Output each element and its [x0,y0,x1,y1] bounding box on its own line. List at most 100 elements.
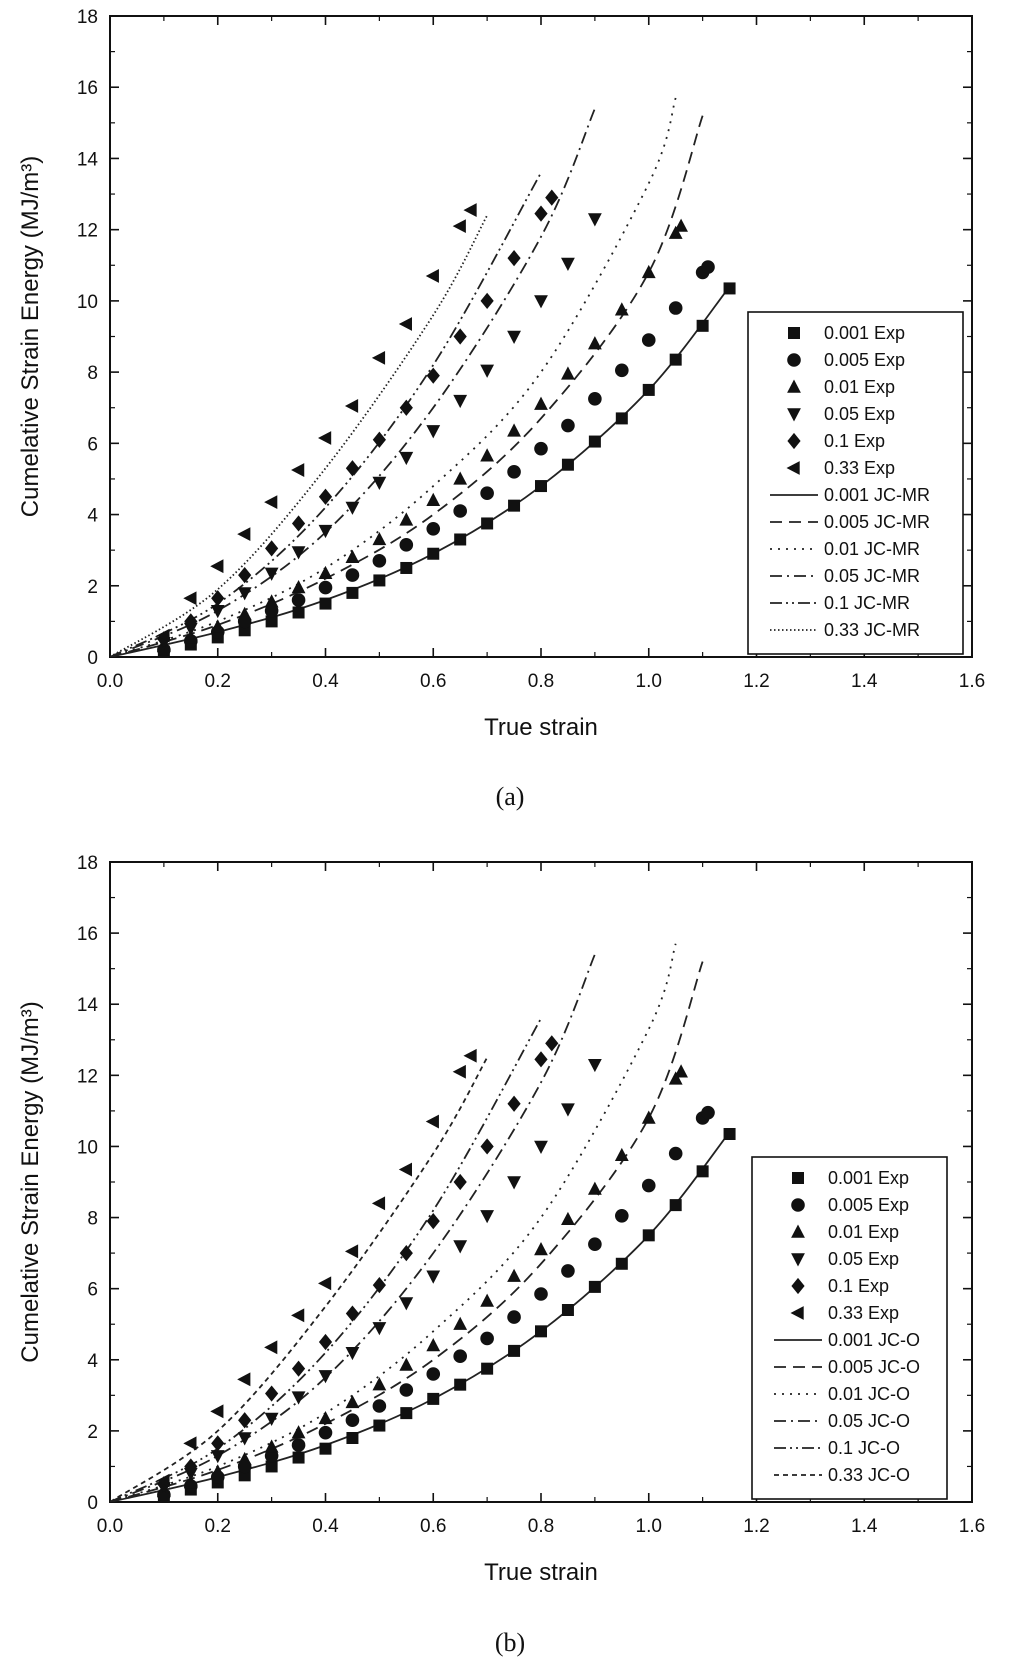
data-point [454,533,467,546]
data-point [264,1412,279,1426]
data-point [210,605,225,619]
data-point [318,580,333,595]
data-point [264,495,278,509]
data-point [534,295,548,309]
x-tick-label: 0.8 [528,671,554,692]
data-point [480,1138,494,1155]
data-point [587,336,602,350]
data-point [210,1450,225,1464]
y-tick-label: 16 [77,78,98,99]
data-point [265,615,278,628]
data-point [641,1178,656,1193]
data-point [426,522,441,536]
data-point [507,465,521,479]
data-point [399,1245,413,1262]
series-line [110,115,704,657]
data-point [345,568,360,582]
data-point [561,1103,575,1117]
data-point [723,1128,736,1140]
data-point [319,597,332,610]
legend-entry: 0.33 JC-MR [824,620,920,640]
data-point [588,392,602,406]
data-point [427,547,440,560]
data-point [480,1293,495,1307]
data-point [399,451,414,466]
data-point [588,1280,601,1293]
data-point [696,1165,709,1178]
legend-marker [790,1306,804,1320]
data-point [561,257,575,271]
data-point [453,1349,467,1364]
legend-entry: 0.01 Exp [824,377,895,397]
data-point [237,527,251,542]
data-point [399,1357,414,1371]
x-tick-label: 0.4 [312,1516,339,1537]
data-point [183,629,198,644]
y-tick-label: 8 [87,1209,98,1230]
data-point [696,319,709,332]
data-point [291,1308,305,1323]
x-tick-label: 1.6 [959,671,985,692]
legend-entry: 0.05 JC-O [828,1411,910,1431]
data-point [345,1394,360,1409]
y-tick-label: 8 [87,363,98,384]
y-tick-label: 4 [87,1351,98,1372]
legend-box [751,1156,948,1500]
data-point [425,1114,439,1129]
data-point [400,1407,413,1420]
data-point [507,1095,521,1112]
data-point [674,1064,688,1078]
data-point [454,1378,467,1391]
data-point [291,1438,306,1452]
legend-marker [787,379,801,393]
data-point [669,1199,682,1212]
data-point [507,423,521,437]
legend-marker [787,408,801,422]
plot-area [110,943,736,1502]
legend-entry: 0.1 Exp [828,1276,889,1296]
y-tick-label: 0 [87,648,98,669]
legend-entry: 0.33 JC-O [828,1465,910,1485]
data-point [426,425,441,439]
data-point [615,363,629,378]
data-point [588,435,601,448]
data-point [318,1370,333,1384]
data-point [615,412,628,425]
data-point [535,1325,547,1338]
data-point [452,1064,466,1079]
y-axis-label: Cumelative Strain Energy (MJ/m³) [17,1001,44,1362]
y-tick-label: 10 [77,1137,98,1158]
x-tick-label: 1.2 [743,671,769,692]
data-point [453,504,467,518]
legend-entry: 0.1 Exp [824,431,885,451]
data-point [723,282,736,295]
data-point [318,1276,332,1291]
legend-entry: 0.1 JC-O [828,1438,900,1458]
data-point [508,499,521,512]
data-point [345,1346,360,1361]
legend-entry: 0.005 JC-MR [824,512,930,532]
data-point [508,1344,521,1357]
data-point [614,1147,629,1162]
legend-entry: 0.1 JC-MR [824,593,910,613]
data-point [642,383,655,396]
y-tick-label: 18 [77,853,98,874]
data-point [156,628,170,643]
data-point [641,264,656,279]
legend-entry: 0.001 JC-O [828,1330,920,1350]
data-point [318,431,332,445]
data-point [534,1242,548,1256]
data-point [372,476,387,491]
data-point [400,561,413,574]
legend-box [747,311,964,655]
y-tick-label: 6 [87,1280,98,1301]
panel-label: (b) [495,1628,525,1657]
data-point [534,441,548,456]
chart-panel-b: 0.0 0.2 0.4 0.6 0.8 1.0 1.2 1.4 1.6 0 2 4 6 8 10 12 14 16… [17,853,985,1657]
data-point [318,1425,333,1440]
plot-area [110,97,736,657]
legend-entry: 0.01 JC-O [828,1384,910,1404]
data-point [668,1146,683,1161]
data-point [210,559,224,574]
